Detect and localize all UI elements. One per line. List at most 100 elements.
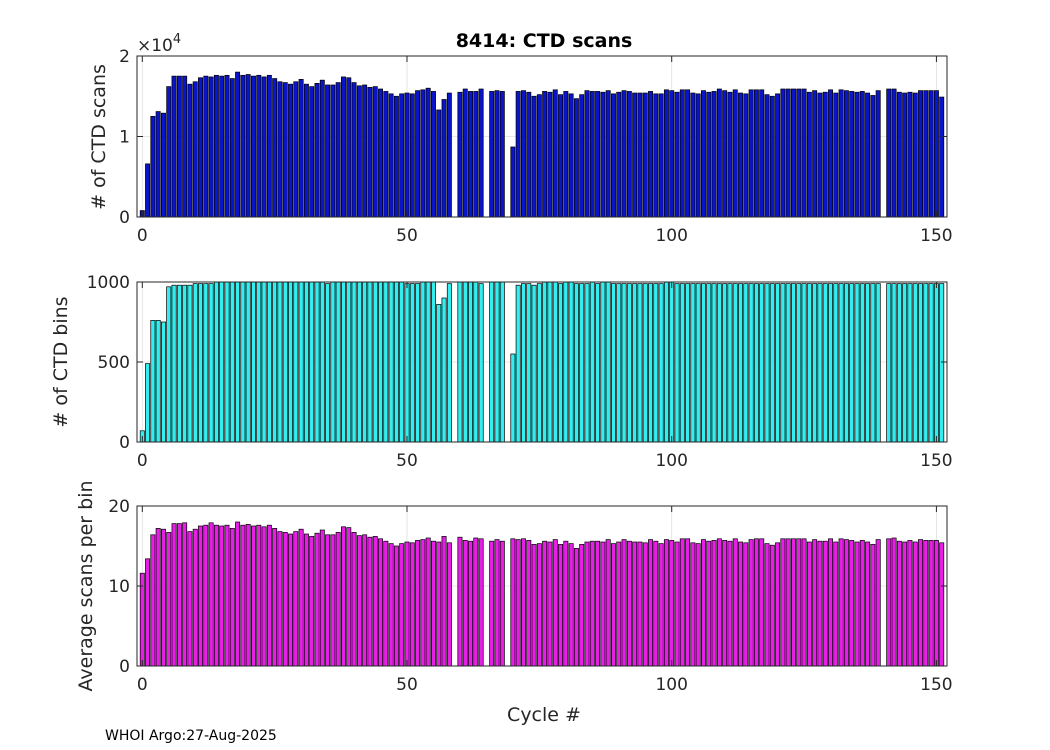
bar	[785, 283, 791, 443]
bar	[907, 91, 913, 218]
bar	[817, 92, 823, 218]
bar	[139, 572, 145, 667]
bar	[309, 536, 315, 667]
bar	[923, 90, 929, 218]
bar	[176, 523, 182, 667]
bar	[568, 543, 574, 667]
bar	[155, 111, 161, 218]
x-tick-label: 0	[137, 451, 148, 471]
bar	[806, 283, 812, 443]
bar	[716, 538, 722, 667]
bar	[319, 281, 325, 443]
x-tick-label: 100	[655, 226, 687, 246]
bar	[616, 283, 622, 443]
bar	[558, 94, 563, 218]
bar	[573, 98, 579, 218]
bar	[314, 281, 320, 443]
bar	[346, 77, 352, 218]
bar	[393, 545, 399, 667]
bar	[145, 363, 151, 443]
bar	[372, 536, 378, 667]
bar	[404, 92, 410, 218]
bar	[256, 281, 262, 443]
bar	[409, 542, 415, 667]
bar	[854, 541, 860, 667]
x-tick-label: 100	[655, 451, 687, 471]
bar	[494, 539, 500, 667]
bar	[303, 83, 309, 218]
bar	[600, 541, 606, 667]
bar	[775, 93, 781, 218]
bar	[679, 538, 685, 667]
bar	[155, 528, 161, 667]
bar	[648, 91, 653, 218]
x-tick-label: 150	[920, 675, 952, 695]
bar	[769, 283, 775, 443]
bar	[658, 283, 664, 443]
bar	[611, 283, 616, 443]
bar	[753, 283, 759, 443]
bar	[621, 539, 627, 667]
bar	[372, 281, 378, 443]
bar	[833, 92, 839, 218]
bar	[213, 524, 219, 667]
bar	[669, 281, 675, 443]
bar	[611, 93, 616, 218]
bar	[791, 88, 796, 218]
bar	[902, 541, 908, 667]
bar	[796, 538, 802, 667]
bar	[912, 283, 918, 443]
bar	[187, 83, 193, 218]
bar	[552, 89, 558, 218]
bar	[171, 284, 177, 443]
bar	[187, 284, 193, 443]
bar	[701, 283, 706, 443]
bar	[319, 529, 325, 667]
bar	[653, 283, 659, 443]
bar	[457, 536, 463, 667]
bar	[383, 540, 389, 667]
bar	[828, 283, 833, 443]
y-exponent-power: 4	[173, 32, 181, 47]
bar	[563, 91, 569, 218]
bar	[536, 543, 542, 667]
bar	[764, 543, 770, 667]
bar	[213, 281, 219, 443]
bar	[293, 81, 299, 218]
bar	[642, 92, 648, 218]
y-tick-label: 1000	[87, 273, 130, 293]
bar	[531, 544, 537, 667]
bar	[245, 524, 251, 667]
bar	[441, 536, 447, 667]
panel-ctd-scans: ×104 0 50 100 150 0 1 2 8414: CTD scans # of CTD…	[88, 30, 953, 246]
bar	[843, 90, 849, 218]
bar	[738, 541, 743, 667]
bar	[621, 90, 627, 218]
bar	[791, 283, 796, 443]
bar	[685, 538, 691, 667]
bar	[277, 81, 283, 218]
bar	[436, 109, 442, 218]
bar	[314, 83, 320, 218]
bar	[812, 90, 818, 218]
bar	[558, 544, 563, 667]
bar	[589, 91, 595, 218]
bar	[341, 281, 346, 443]
bar	[441, 297, 447, 443]
bar	[695, 283, 701, 443]
bar	[801, 88, 807, 218]
bar	[918, 283, 923, 443]
bar	[854, 283, 860, 443]
bar	[240, 281, 246, 443]
bar	[266, 524, 272, 667]
panel-avg-scans-per-bin: 0 50 100 150 0 10 20 Average scans per bin Cycle…	[75, 480, 953, 726]
bar	[420, 89, 426, 218]
y-exponent-label: ×104	[137, 32, 181, 56]
bar	[478, 88, 484, 218]
bar	[859, 540, 865, 667]
bar	[489, 281, 495, 443]
bar	[468, 281, 473, 443]
bar	[393, 281, 399, 443]
bar	[251, 75, 256, 218]
